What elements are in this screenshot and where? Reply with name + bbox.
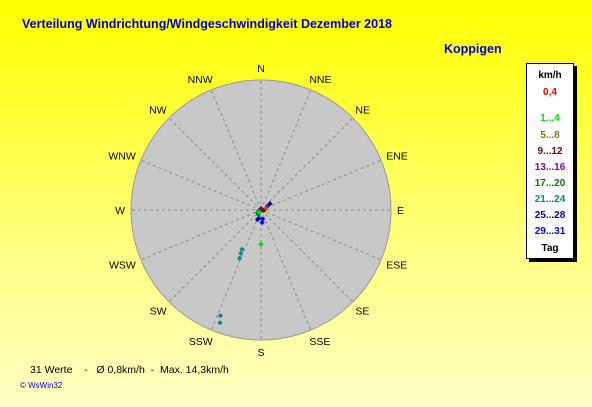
direction-label-w: W	[115, 205, 125, 217]
spoke-wnw	[140, 159, 262, 211]
legend-item: 5...8	[540, 130, 560, 141]
data-point	[258, 241, 264, 247]
data-point	[239, 246, 245, 252]
direction-label-sw: SW	[150, 305, 167, 317]
spoke-wsw	[140, 209, 262, 261]
direction-label-ene: ENE	[386, 151, 408, 163]
direction-label-n: N	[257, 63, 265, 75]
legend-footer: Tag	[541, 243, 559, 254]
direction-label-nw: NW	[149, 105, 167, 117]
data-point	[263, 205, 269, 211]
spoke-sse	[260, 209, 312, 331]
data-point	[238, 250, 244, 256]
direction-label-ese: ESE	[386, 259, 407, 271]
data-point	[256, 215, 262, 221]
direction-label-sse: SSE	[309, 336, 330, 348]
data-points	[217, 201, 273, 326]
legend-item: 9...12	[537, 146, 563, 157]
direction-labels: N NNE NE ENE E ESE SE SSE S SSW SW WSW W WNW NW NNW	[108, 63, 407, 359]
spoke-nw	[168, 117, 262, 211]
speed-legend: km/h 0,4 1...4 5...8 9...12 13...16 17..…	[526, 63, 574, 259]
data-point	[260, 216, 266, 222]
separator: -	[150, 364, 155, 376]
direction-label-ssw: SSW	[189, 336, 213, 348]
spoke-nne	[260, 89, 312, 211]
direction-label-ne: NE	[355, 105, 370, 117]
direction-label-wnw: WNW	[108, 151, 135, 163]
spoke-ne	[260, 117, 354, 211]
data-point	[259, 219, 265, 226]
legend-item: 17...20	[534, 178, 566, 189]
legend-item: 13...16	[534, 162, 566, 173]
legend-item: 25...28	[534, 210, 566, 221]
stats-footer: 31 Werte - Ø 0,8km/h - Max. 14,3km/h	[30, 364, 229, 376]
direction-label-e: E	[397, 205, 404, 217]
spoke-nnw	[210, 89, 262, 211]
direction-label-nne: NNE	[309, 74, 331, 86]
legend-item: 0,4	[543, 87, 557, 98]
legend-unit: km/h	[538, 70, 562, 81]
spoke-ene	[260, 159, 382, 211]
data-point	[267, 201, 273, 207]
spoke-ese	[260, 209, 382, 261]
spoke-sw	[168, 209, 262, 303]
max-text: Max. 14,3km/h	[159, 364, 229, 376]
separator: -	[84, 364, 88, 376]
spoke-se	[260, 209, 354, 303]
data-point	[256, 209, 262, 215]
rose-spokes	[131, 80, 391, 340]
legend-item: 29...31	[534, 226, 566, 237]
data-point	[217, 313, 224, 319]
legend-item: 21...24	[534, 194, 566, 205]
count-text: 31 Werte	[30, 364, 73, 376]
direction-label-nnw: NNW	[188, 74, 213, 86]
legend-item: 1...4	[540, 113, 560, 124]
data-point	[254, 216, 261, 223]
data-point	[236, 255, 243, 261]
average-text: Ø 0,8km/h	[96, 364, 145, 376]
data-point	[260, 207, 267, 214]
chart-title: Verteilung Windrichtung/Windgeschwindigk…	[22, 17, 392, 31]
direction-label-wsw: WSW	[109, 259, 136, 271]
direction-label-s: S	[257, 347, 264, 359]
station-name: Koppigen	[444, 42, 502, 56]
spoke-ssw	[210, 209, 262, 331]
credit-text: © WsWin32	[20, 381, 63, 390]
direction-label-se: SE	[355, 305, 369, 317]
data-point	[217, 320, 223, 326]
